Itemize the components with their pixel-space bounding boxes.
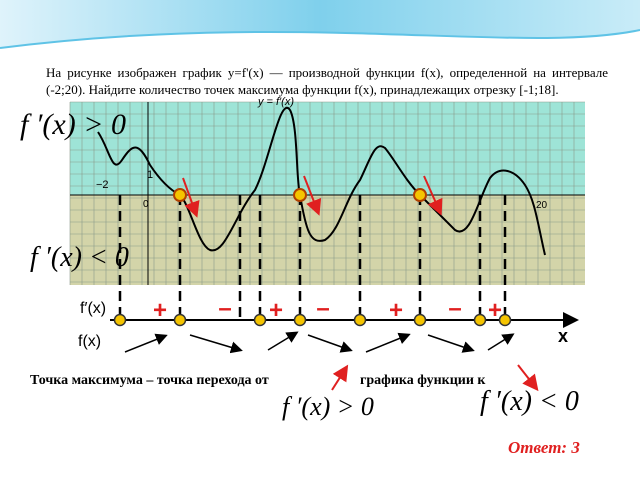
maximum-point <box>413 188 427 202</box>
sign: + <box>153 297 167 324</box>
monotonic-arrow <box>267 331 299 351</box>
sign: + <box>389 297 403 324</box>
critical-point <box>413 313 427 327</box>
red-arrow <box>423 175 443 216</box>
monotonic-arrow <box>365 332 411 353</box>
critical-point <box>293 313 307 327</box>
red-arrow <box>517 364 539 392</box>
header-band <box>0 0 640 48</box>
axis-label: x <box>558 326 568 346</box>
monotonic-arrow <box>307 334 353 353</box>
monotonic-arrow <box>124 333 168 353</box>
graph-label: −2 <box>96 179 109 191</box>
formula-negative: f ′(x) < 0 <box>30 242 129 273</box>
formula-positive: f ′(x) > 0 <box>20 108 126 141</box>
problem-text: На рисунке изображен график y=f'(x) — пр… <box>46 65 608 97</box>
graph-label: 0 <box>143 199 149 210</box>
graph-label: 20 <box>536 200 548 211</box>
red-arrows <box>182 175 539 392</box>
conclusion-start: Точка максимума – точка перехода от <box>30 373 269 388</box>
monotonic-arrow <box>487 333 515 351</box>
header-wave <box>0 29 640 49</box>
fprime-label: f′(x) <box>80 300 106 317</box>
conclusion-positive: f ′(x) > 0 <box>282 392 374 421</box>
monotonic-arrow <box>427 334 475 353</box>
critical-point <box>473 313 487 327</box>
critical-point <box>173 313 187 327</box>
critical-point <box>253 313 267 327</box>
sign: + <box>488 297 502 324</box>
maximum-point <box>173 188 187 202</box>
monotonic-arrow <box>189 334 243 354</box>
maximum-point <box>293 188 307 202</box>
red-arrow <box>331 364 349 391</box>
dashed-lines <box>118 195 507 318</box>
monotonic-arrows <box>124 331 515 354</box>
sign: – <box>316 295 329 322</box>
f-label: f(x) <box>78 333 101 350</box>
signs: + – + – + – + <box>153 295 502 324</box>
sign: – <box>448 295 461 322</box>
derivative-curve <box>97 106 546 256</box>
red-arrow <box>303 175 322 216</box>
conclusion-end: графика функции к <box>360 373 486 388</box>
conclusion-negative: f ′(x) < 0 <box>480 386 579 417</box>
sign: + <box>269 297 283 324</box>
answer: Ответ: 3 <box>508 438 580 457</box>
graph-label: y = f′(x) <box>257 96 294 108</box>
graph-label: 1 <box>147 169 153 181</box>
sign: – <box>218 295 231 322</box>
critical-point <box>353 313 367 327</box>
critical-point <box>113 313 127 327</box>
positive-region <box>70 102 585 195</box>
critical-points <box>113 188 512 327</box>
critical-point <box>498 313 512 327</box>
red-arrow <box>182 177 200 218</box>
